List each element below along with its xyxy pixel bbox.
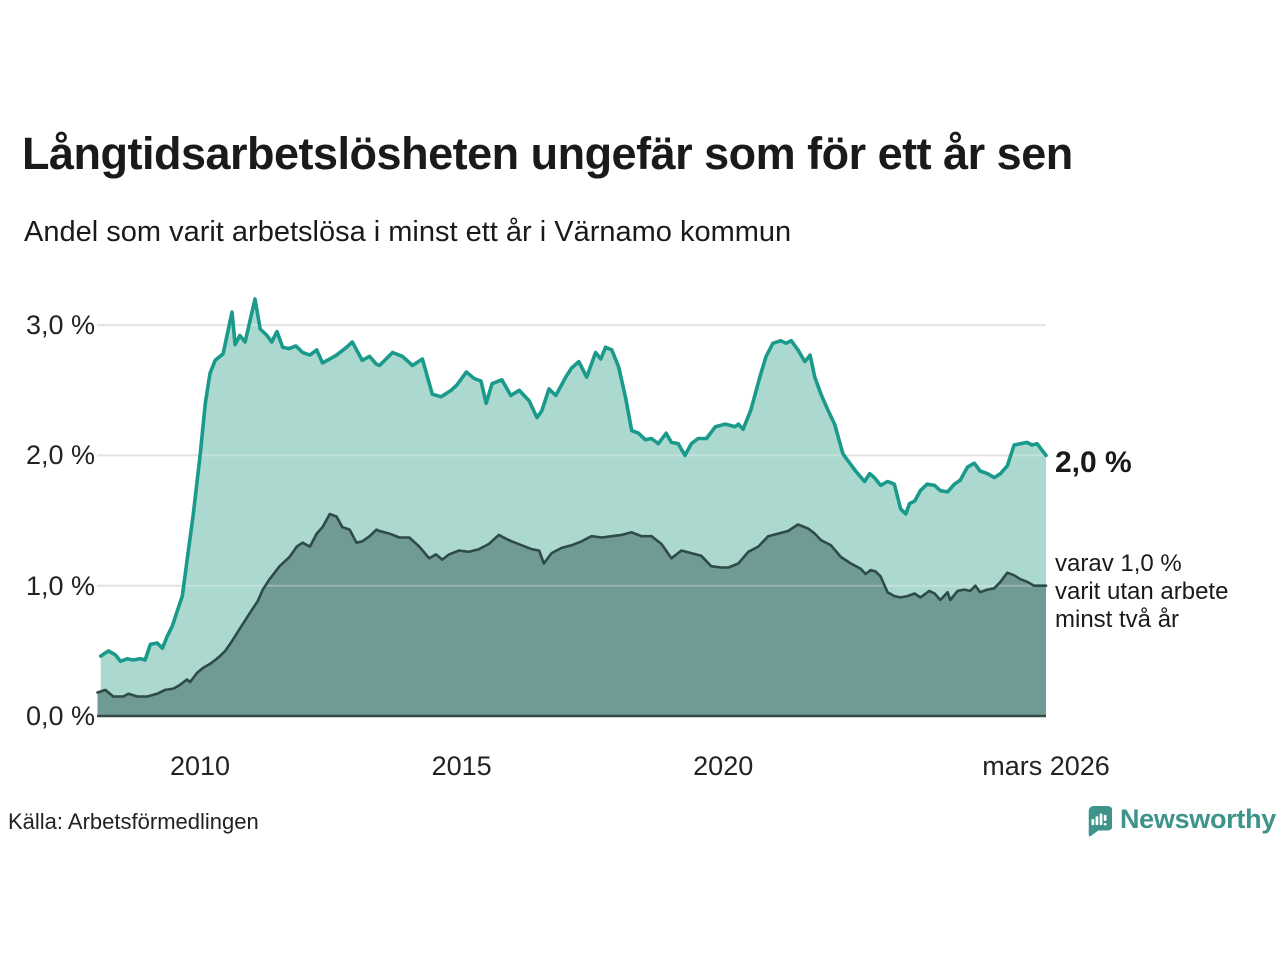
y-axis-label-3: 3,0 % — [25, 310, 95, 341]
bar-chart-bubble-icon — [1088, 805, 1112, 837]
y-axis-label-0: 0,0 % — [25, 701, 95, 731]
series-minst-tva-ar-area — [97, 514, 1046, 716]
y-axis-label-2: 2,0 % — [25, 440, 95, 471]
page-title: Långtidsarbetslösheten ungefär som för e… — [22, 128, 1073, 179]
x-axis-label-2015: 2015 — [431, 751, 492, 781]
x-axis-label-mars-2026: mars 2026 — [982, 751, 1110, 781]
page-subtitle: Andel som varit arbetslösa i minst ett å… — [24, 216, 792, 248]
gridlines-overlay — [97, 324, 1046, 587]
y-axis-label-1: 1,0 % — [25, 570, 95, 601]
brand-wordmark: Newsworthy — [1119, 804, 1276, 834]
newsworthy-logo: Newsworthy — [1086, 798, 1276, 848]
secondary-series-label: varav 1,0 % varit utan arbete minst två … — [1055, 550, 1229, 633]
series-minst-ett-ar-line — [98, 297, 1048, 664]
x-axis-label-2010: 2010 — [170, 751, 231, 781]
end-value-label: 2,0 % — [1055, 446, 1132, 479]
source-attribution: Källa: Arbetsförmedlingen — [8, 809, 259, 834]
series-minst-tva-ar-line — [96, 512, 1048, 698]
x-axis-label-2020: 2020 — [693, 751, 754, 781]
